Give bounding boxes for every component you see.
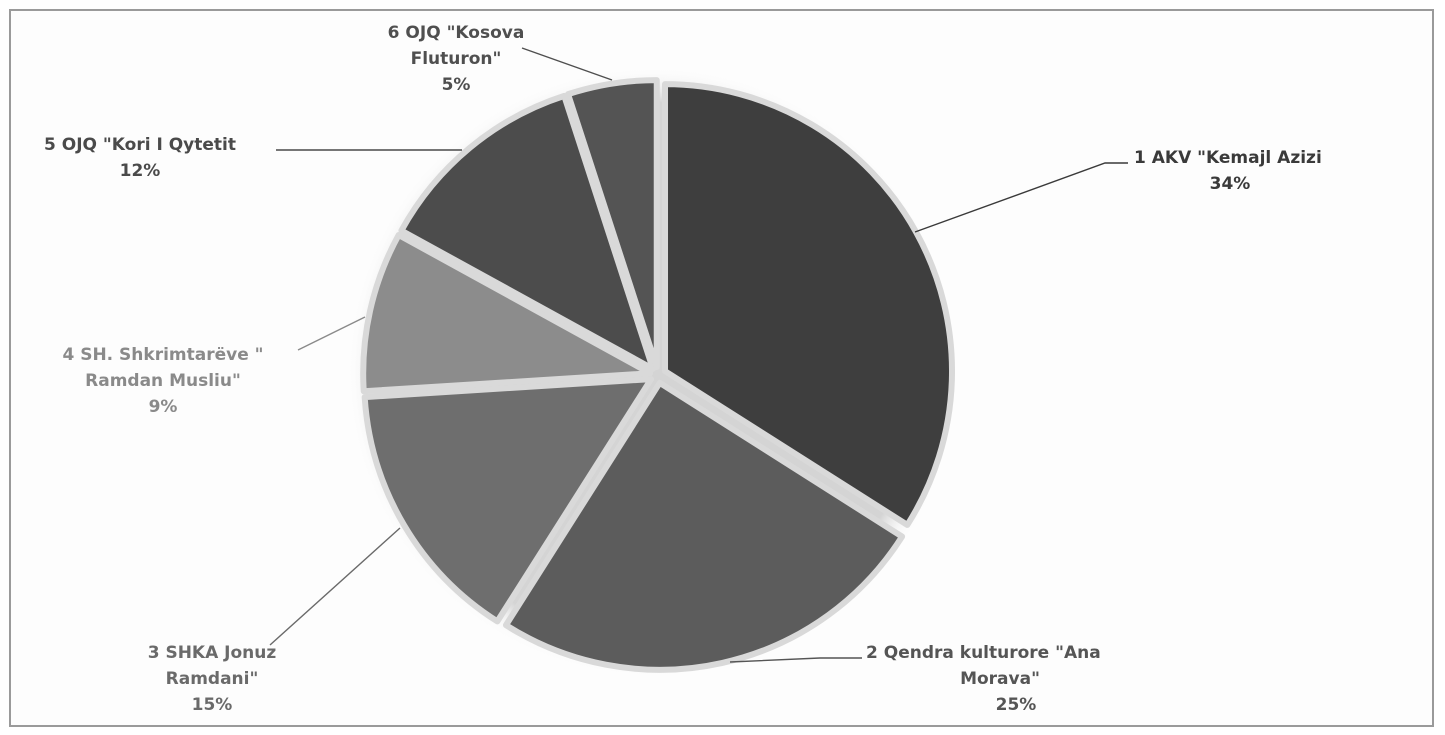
slice-percent-4: 9% xyxy=(149,397,178,417)
slice-label-line-6-1: 6 OJQ "Kosova xyxy=(388,23,525,43)
slice-label-line-2-1: 2 Qendra kulturore "Ana xyxy=(866,643,1101,663)
slice-label-line-5-1: 5 OJQ "Kori I Qytetit xyxy=(44,135,236,155)
slice-label-6: 6 OJQ "Kosova Fluturon" 5% xyxy=(388,23,525,95)
slice-label-line-3-2: Ramdani" xyxy=(166,669,259,689)
slice-label-line-1-1: 1 AKV "Kemajl Azizi xyxy=(1134,148,1322,168)
leader-line-6 xyxy=(521,47,613,81)
leader-line-4 xyxy=(297,316,366,351)
slice-label-3: 3 SHKA Jonuz Ramdani" 15% xyxy=(148,643,277,715)
slice-label-2: 2 Qendra kulturore "Ana Morava" 25% xyxy=(866,643,1101,715)
slice-label-4: 4 SH. Shkrimtarëve " Ramdan Musliu" 9% xyxy=(62,345,263,417)
slice-label-5: 5 OJQ "Kori I Qytetit 12% xyxy=(44,135,236,181)
pie-slices xyxy=(360,77,955,673)
pie-slice-3 xyxy=(361,376,655,625)
leader-line-2 xyxy=(729,657,862,663)
pie-labels: 1 AKV "Kemajl Azizi 34% 2 Qendra kulturore… xyxy=(44,23,1322,715)
pie-slice-4 xyxy=(360,231,654,395)
slice-label-line-6-2: Fluturon" xyxy=(411,49,502,69)
slice-percent-2: 25% xyxy=(996,695,1037,715)
pie-slice-1 xyxy=(662,81,955,528)
slice-label-1: 1 AKV "Kemajl Azizi 34% xyxy=(1134,148,1322,194)
slice-percent-3: 15% xyxy=(192,695,233,715)
slice-percent-5: 12% xyxy=(120,161,161,181)
slice-percent-1: 34% xyxy=(1210,174,1251,194)
slice-label-line-3-1: 3 SHKA Jonuz xyxy=(148,643,277,663)
leader-line-1 xyxy=(914,162,1128,233)
pie-slice-6 xyxy=(565,77,660,371)
pie-slice-5 xyxy=(398,92,656,372)
slice-percent-6: 5% xyxy=(442,75,471,95)
pie-slice-2 xyxy=(502,379,906,673)
slice-label-line-4-1: 4 SH. Shkrimtarëve " xyxy=(62,345,263,365)
slice-label-line-4-2: Ramdan Musliu" xyxy=(85,371,241,391)
slice-label-line-2-2: Morava" xyxy=(960,669,1040,689)
leader-line-3 xyxy=(269,527,401,646)
